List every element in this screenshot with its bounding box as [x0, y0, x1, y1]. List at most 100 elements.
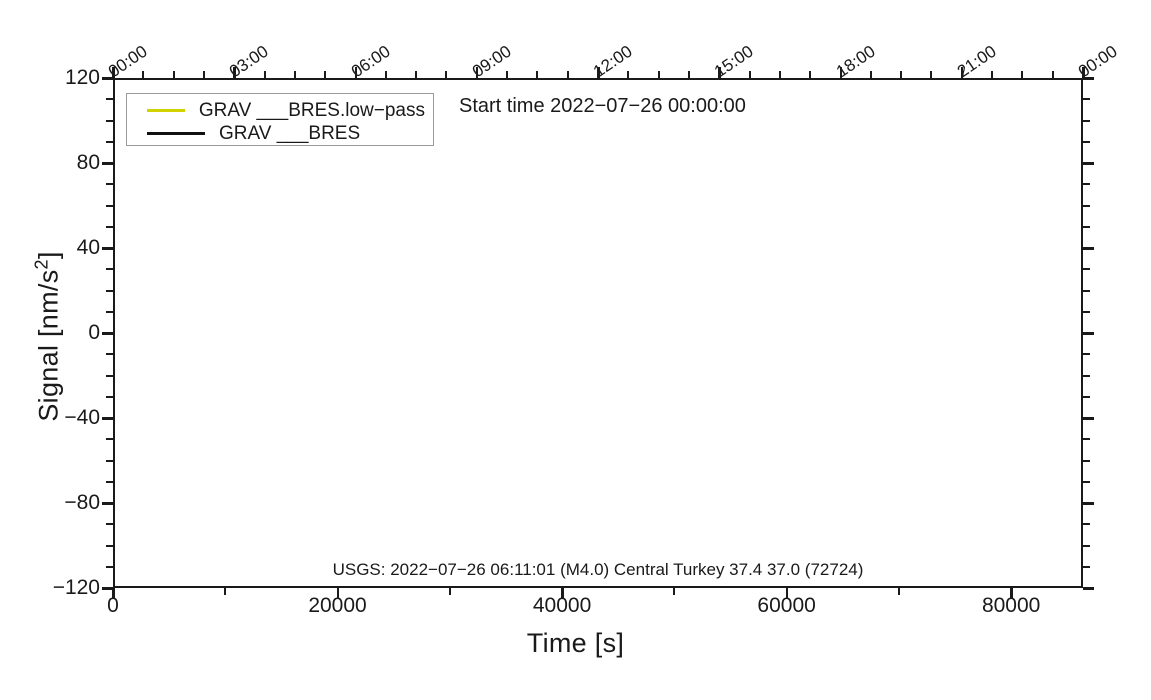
usgs-event-annotation: USGS: 2022−07−26 06:11:01 (M4.0) Central…: [332, 560, 864, 579]
y-tick-label: 80: [76, 151, 100, 174]
x-top-major-tick: [597, 67, 600, 78]
y-axis-title-tail: ]: [33, 251, 64, 260]
y-minor-tick-right: [1083, 140, 1090, 143]
legend-color-swatch-raw: [147, 132, 205, 135]
x-major-tick: [561, 588, 564, 599]
x-top-minor-tick: [627, 71, 630, 78]
y-major-tick-right: [1083, 247, 1094, 250]
x-top-minor-tick: [172, 71, 175, 78]
x-top-minor-tick: [930, 71, 933, 78]
x-top-minor-tick: [142, 71, 145, 78]
y-minor-tick: [106, 204, 113, 207]
y-minor-tick-right: [1083, 565, 1090, 568]
x-major-tick: [785, 588, 789, 599]
legend-entry-raw: GRAV ___BRES: [135, 122, 425, 145]
legend-entry-lowpass: GRAV ___BRES.low−pass: [135, 99, 425, 122]
x-top-minor-tick: [566, 71, 569, 78]
x-top-major-tick: [1082, 67, 1085, 78]
x-top-major-tick: [233, 67, 236, 78]
y-major-tick-right: [1083, 162, 1094, 165]
y-minor-tick-right: [1083, 353, 1090, 356]
y-minor-tick: [106, 289, 113, 292]
y-minor-tick-right: [1083, 374, 1090, 377]
y-minor-tick: [106, 310, 113, 313]
x-minor-tick: [673, 588, 676, 595]
x-top-minor-tick: [506, 71, 509, 78]
x-top-major-tick: [718, 67, 721, 78]
legend-label-lowpass: GRAV ___BRES.low−pass: [198, 99, 425, 121]
y-axis-title-exponent: 2: [31, 259, 52, 270]
x-axis-title: Time [s]: [526, 628, 625, 658]
y-minor-tick: [106, 225, 113, 228]
x-top-minor-tick: [778, 71, 781, 78]
x-major-tick: [112, 588, 115, 599]
x-top-minor-tick: [1021, 71, 1024, 78]
x-top-minor-tick: [202, 71, 205, 78]
y-minor-tick-right: [1083, 395, 1090, 398]
x-top-minor-tick: [687, 71, 690, 78]
y-minor-tick-right: [1083, 268, 1090, 271]
y-minor-tick-right: [1083, 310, 1090, 313]
y-major-tick-right: [1083, 417, 1094, 420]
y-major-tick: [102, 247, 113, 250]
x-tick-label: 80000: [981, 594, 1041, 617]
x-minor-tick: [224, 588, 227, 595]
y-major-tick-right: [1083, 502, 1094, 505]
x-top-minor-tick: [324, 71, 327, 78]
y-tick-label: −40: [64, 406, 100, 429]
y-minor-tick-right: [1083, 98, 1090, 101]
legend: GRAV ___BRES.low−pass GRAV ___BRES: [126, 93, 434, 146]
y-major-tick: [102, 77, 113, 80]
x-top-minor-tick: [657, 71, 660, 78]
y-major-tick: [102, 162, 113, 165]
y-tick-label: 0: [88, 321, 100, 344]
y-minor-tick-right: [1083, 289, 1090, 292]
x-top-minor-tick: [869, 71, 872, 78]
y-minor-tick: [106, 374, 113, 377]
y-minor-tick-right: [1083, 225, 1090, 228]
y-minor-tick-right: [1083, 119, 1090, 122]
x-top-minor-tick: [384, 71, 387, 78]
y-minor-tick: [106, 98, 113, 101]
y-major-tick: [102, 332, 113, 335]
y-minor-tick-right: [1083, 544, 1090, 547]
x-minor-tick: [897, 588, 900, 595]
x-minor-tick: [448, 588, 451, 595]
y-minor-tick-right: [1083, 204, 1090, 207]
y-major-tick: [102, 417, 113, 420]
x-top-minor-tick: [263, 71, 266, 78]
legend-color-swatch-lowpass: [147, 109, 185, 112]
y-minor-tick: [106, 140, 113, 143]
y-minor-tick: [106, 438, 113, 441]
y-minor-tick: [106, 183, 113, 186]
y-major-tick-right: [1083, 587, 1094, 590]
x-top-major-tick: [112, 67, 115, 78]
y-tick-label-group: 120 80 40 0 −40 −80 −120: [38, 0, 100, 700]
y-tick-label: 120: [64, 66, 100, 89]
x-tick-label: 20000: [308, 594, 367, 617]
y-major-tick-right: [1083, 332, 1094, 335]
x-top-minor-tick: [293, 71, 296, 78]
x-top-minor-tick: [991, 71, 994, 78]
y-tick-label: −120: [52, 576, 100, 599]
y-major-tick-right: [1083, 77, 1094, 80]
y-minor-tick: [106, 459, 113, 462]
y-tick-label: 40: [76, 236, 100, 259]
y-minor-tick-right: [1083, 438, 1090, 441]
x-top-major-tick: [354, 67, 357, 78]
y-minor-tick-right: [1083, 480, 1090, 483]
x-tick-label: 40000: [532, 594, 592, 617]
start-time-annotation: Start time 2022−07−26 00:00:00: [459, 95, 746, 117]
y-axis-title-main: Signal [nm/s: [33, 269, 64, 422]
y-minor-tick: [106, 268, 113, 271]
y-major-tick: [102, 587, 113, 590]
y-minor-tick-right: [1083, 523, 1090, 526]
x-top-minor-tick: [900, 71, 903, 78]
x-top-major-tick: [960, 67, 964, 78]
x-top-minor-tick: [415, 71, 418, 78]
x-top-minor-tick: [748, 71, 751, 78]
plot-frame: [113, 78, 1083, 588]
x-top-minor-tick: [536, 71, 539, 78]
y-minor-tick: [106, 480, 113, 483]
